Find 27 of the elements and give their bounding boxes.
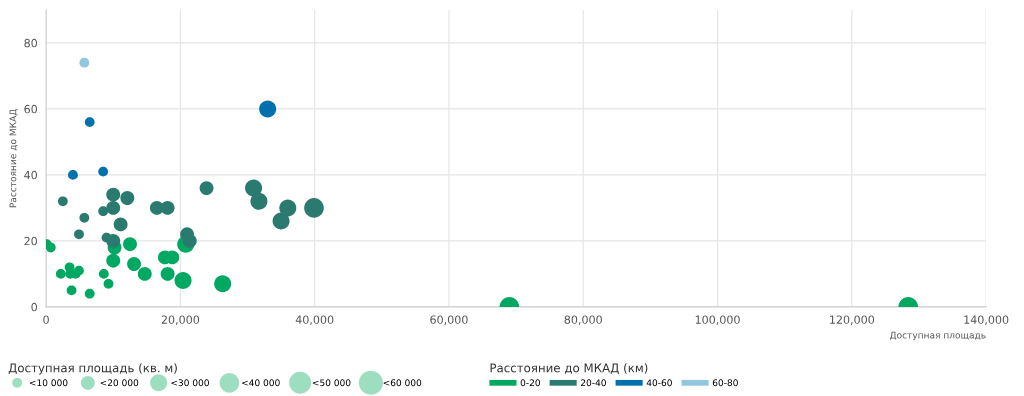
- legend-label: <30 000: [171, 379, 209, 387]
- x-tick-label: 100,000: [695, 315, 740, 325]
- y-tick-label: 20: [24, 236, 38, 246]
- legend-label: 40-60: [646, 379, 672, 387]
- y-axis-title: Расстояние до МКАД: [9, 109, 18, 208]
- text: Доступная площадь (кв. м): [8, 363, 177, 375]
- x-tick-label: 80,000: [564, 315, 602, 325]
- legend-label: <10 000: [29, 379, 68, 387]
- y-tick-label: 80: [24, 38, 38, 48]
- legend-label: <20 000: [100, 379, 139, 387]
- legend-label: 60-80: [712, 379, 738, 387]
- y-tick-label: 60: [24, 104, 38, 114]
- x-tick-label: 60,000: [430, 315, 468, 325]
- legend-label: 20-40: [580, 379, 606, 387]
- x-tick-label: 140,000: [964, 315, 1009, 325]
- legend-label: 0-20: [520, 379, 540, 387]
- y-tick-label: 40: [24, 170, 38, 180]
- legend-label: <60 000: [383, 379, 422, 387]
- legend-title: Расстояние до МКАД (км): [490, 363, 648, 375]
- legend-label: <50 000: [312, 379, 351, 387]
- legend-label: <40 000: [242, 379, 280, 387]
- x-tick-label: 40,000: [295, 315, 334, 325]
- x-tick-label: 120,000: [830, 315, 875, 325]
- y-tick-label: 0: [31, 302, 38, 312]
- x-axis-title: Доступная площадь: [889, 331, 986, 341]
- x-tick-label: 20,000: [161, 315, 200, 325]
- x-tick-label: 0: [43, 315, 49, 324]
